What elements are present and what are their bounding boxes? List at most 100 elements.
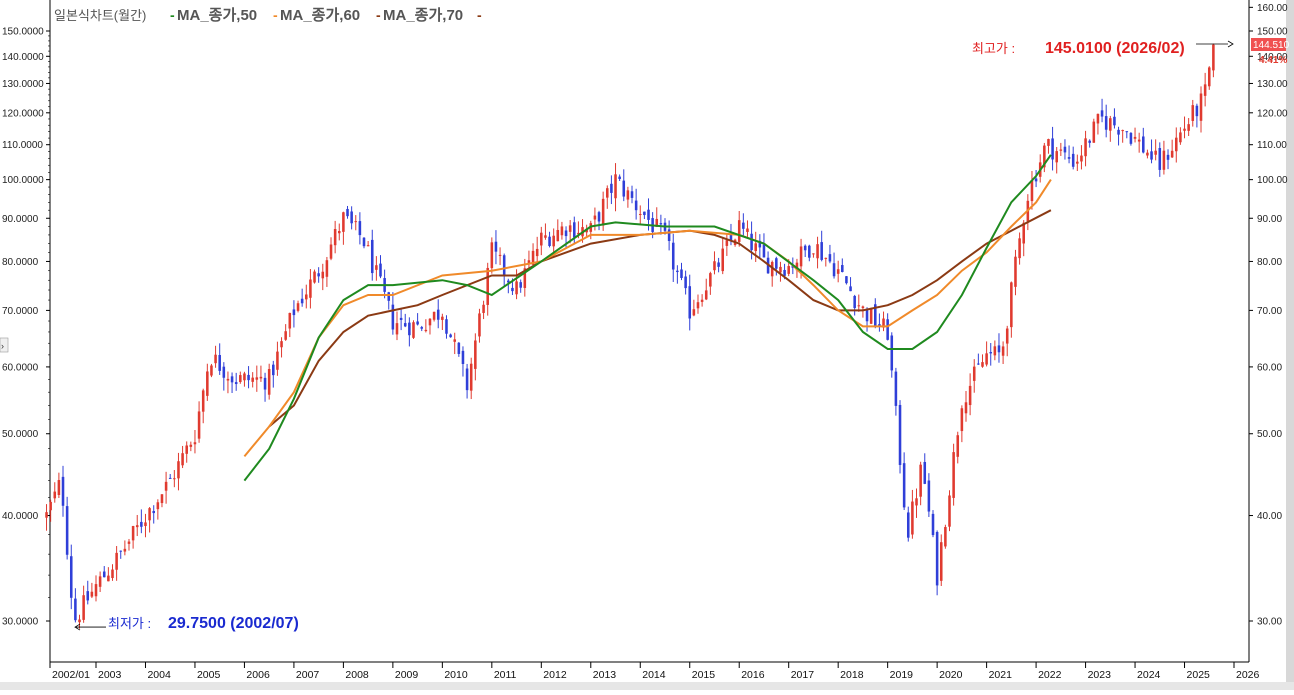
candle-body (177, 461, 180, 479)
candle-body (107, 575, 110, 582)
x-tick-label: 2014 (642, 669, 666, 681)
candle-body (370, 239, 374, 274)
candle-body (923, 461, 927, 484)
candle-body (49, 501, 52, 511)
candle-body (69, 556, 73, 598)
right-tick-label: 60.00 (1257, 362, 1282, 373)
panel-toggle-button[interactable] (0, 337, 9, 353)
candle-body (560, 226, 564, 236)
candle-body (655, 218, 659, 227)
candle-body (45, 512, 48, 518)
candle-body (671, 242, 675, 270)
candle-body (1084, 138, 1087, 157)
candle-body (775, 258, 778, 269)
candle-body (123, 548, 127, 552)
right-scrollbar[interactable] (1286, 0, 1294, 690)
candle-body (441, 316, 444, 320)
candle-body (1096, 113, 1100, 124)
left-tick-label: 110.0000 (2, 140, 43, 151)
right-tick-label: 100.00 (1257, 175, 1288, 186)
candle-body (267, 369, 271, 395)
candle-body (144, 522, 147, 527)
candle-body (1092, 121, 1096, 143)
candle-body (486, 267, 489, 305)
x-tick-label: 2021 (989, 669, 1013, 681)
candle-body (911, 501, 914, 535)
x-tick-label: 2016 (741, 669, 765, 681)
candle-body (754, 243, 757, 252)
candle-body (915, 498, 918, 506)
candle-body (1187, 124, 1190, 131)
candle-body (861, 306, 865, 309)
candle-body (902, 463, 906, 508)
candle-body (168, 477, 172, 479)
candle-body (1142, 136, 1145, 153)
candle-body (742, 222, 745, 229)
candle-body (919, 464, 922, 497)
candle-body (601, 198, 605, 226)
candle-body (222, 366, 226, 378)
candle-body (688, 286, 692, 319)
candle-body (403, 323, 407, 327)
candle-body (482, 304, 485, 313)
x-tick-label: 2007 (296, 669, 320, 681)
left-tick-label: 80.0000 (2, 257, 39, 268)
candle-body (276, 351, 279, 370)
candle-body (700, 299, 704, 302)
candle-body (1137, 139, 1141, 142)
candle-body (527, 260, 531, 264)
candle-body (226, 378, 230, 381)
left-tick-label: 140.0000 (2, 52, 44, 63)
candle-body (1051, 138, 1054, 160)
left-tick-label: 130.0000 (2, 79, 44, 90)
panel-toggle-arrow-icon: › (1, 341, 4, 351)
candle-body (1174, 137, 1178, 152)
candle-body (1063, 146, 1067, 153)
candle-body (1010, 282, 1013, 328)
candle-body (416, 321, 419, 325)
candle-body (787, 266, 790, 274)
candle-body (428, 318, 432, 326)
candle-body (412, 322, 415, 338)
candle-body (288, 312, 292, 329)
right-tick-label: 120.00 (1257, 108, 1288, 119)
candle-body (989, 352, 993, 354)
candle-body (474, 340, 477, 369)
x-tick-label: 2018 (840, 669, 864, 681)
low-arrow (74, 623, 81, 631)
candle-body (1129, 132, 1133, 144)
candle-body (201, 390, 205, 412)
candle-body (832, 263, 836, 277)
bottom-scrollbar[interactable] (0, 682, 1294, 690)
candle-body (1104, 116, 1108, 130)
candle-body (803, 245, 807, 251)
candle-body (906, 512, 910, 538)
high-label: 최고가 : (972, 41, 1015, 56)
candle-body (535, 248, 539, 257)
candle-body (1212, 44, 1215, 71)
candle-body (568, 225, 572, 232)
chart-header: 일본식차트(월간) - MA_종가,50- MA_종가,60- MA_종가,70- (54, 7, 482, 24)
candle-body (453, 339, 456, 342)
candle-body (57, 480, 61, 495)
left-tick-label: 30.0000 (2, 617, 39, 628)
legend-swatch: - (477, 7, 482, 23)
left-tick-label: 90.0000 (2, 214, 39, 225)
candle-body (189, 444, 193, 447)
right-tick-label: 70.00 (1257, 306, 1282, 317)
x-tick-label: 2015 (692, 669, 716, 681)
candle-body (956, 435, 960, 457)
candle-body (1170, 150, 1174, 158)
candle-body (461, 350, 465, 365)
candle-body (704, 290, 708, 300)
candle-body (696, 302, 700, 309)
candle-body (1133, 136, 1137, 139)
candle-body (193, 442, 197, 445)
candle-body (667, 229, 671, 241)
candle-body (255, 377, 259, 380)
candle-body (1067, 157, 1071, 159)
candle-body (1125, 131, 1129, 133)
left-tick-label: 120.0000 (2, 108, 44, 119)
x-tick-label: 2013 (593, 669, 617, 681)
